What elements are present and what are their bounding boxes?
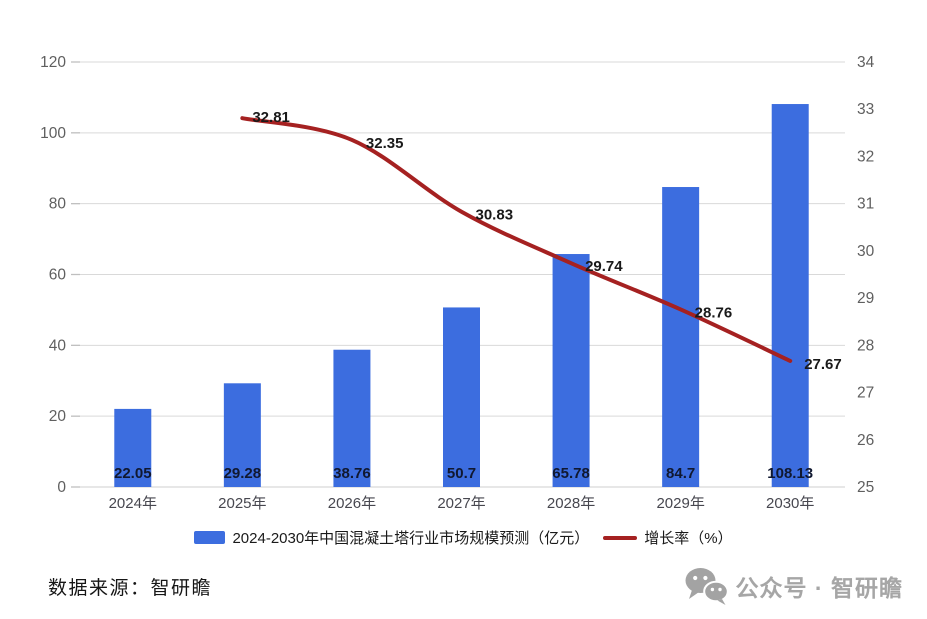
line-value-label: 29.74: [585, 258, 623, 275]
x-axis-category-label: 2029年: [656, 495, 704, 512]
combo-chart: 0 20 40 60 80 100 120 25 26 27 28 29 30 31 32 33 34 22.05…: [40, 54, 875, 512]
right-axis-tick-label: 30: [857, 243, 875, 260]
line-value-label: 32.81: [252, 109, 290, 126]
left-axis-tick-label: 40: [49, 337, 67, 354]
bar-value-label: 65.78: [552, 465, 590, 482]
line-value-label: 30.83: [476, 207, 514, 224]
left-axis-tick-label: 120: [40, 54, 66, 71]
legend-bar-swatch: [194, 531, 226, 544]
bar-value-label: 29.28: [224, 465, 262, 482]
bar: [443, 307, 480, 487]
right-axis-tick-label: 33: [857, 101, 874, 118]
legend-item-market-size: 2024-2030年中国混凝土塔行业市场规模预测（亿元）: [194, 527, 589, 548]
x-axis-category-label: 2028年: [547, 495, 595, 512]
right-axis-tick-label: 25: [857, 479, 874, 496]
legend-bar-label: 2024-2030年中国混凝土塔行业市场规模预测（亿元）: [232, 530, 590, 547]
x-axis-category-label: 2027年: [437, 495, 485, 512]
left-axis-tick-label: 80: [49, 196, 67, 213]
bar: [223, 383, 261, 487]
bar-value-label: 50.7: [447, 465, 476, 482]
left-axis-tick-label: 0: [57, 479, 66, 496]
left-axis-tick-label: 20: [49, 408, 67, 425]
bar-value-label: 84.7: [666, 465, 695, 482]
bar-value-label: 38.76: [333, 465, 371, 482]
right-axis-tick-label: 28: [857, 337, 874, 354]
footer: 数据来源：智研瞻 公众号 · 智研瞻: [48, 567, 903, 605]
right-axis-tick-label: 34: [857, 54, 875, 71]
bar: [114, 408, 152, 487]
legend-line-label: 增长率（%）: [644, 530, 733, 547]
x-axis-category-label: 2026年: [328, 495, 376, 512]
data-source-text: 数据来源：智研瞻: [48, 577, 213, 599]
right-axis-tick-label: 29: [857, 290, 874, 307]
chart-legend: 2024-2030年中国混凝土塔行业市场规模预测（亿元） 增长率（%）: [0, 527, 927, 548]
legend-item-growth-rate: 增长率（%）: [603, 527, 733, 548]
x-axis-category-label: 2025年: [218, 495, 266, 512]
growth-rate-line: [240, 116, 793, 363]
right-axis-tick-label: 26: [857, 432, 874, 449]
wechat-badge: 公众号 · 智研瞻: [684, 567, 903, 605]
x-axis-category-label: 2030年: [766, 495, 814, 512]
x-axis-category-label: 2024年: [109, 495, 157, 512]
right-axis-tick-label: 31: [857, 196, 874, 213]
bar: [662, 187, 700, 488]
right-axis-tick-label: 27: [857, 385, 874, 402]
right-axis-tick-label: 32: [857, 148, 874, 165]
bar: [552, 254, 590, 487]
left-axis-tick-label: 100: [40, 125, 66, 142]
line-value-label: 32.35: [366, 135, 404, 152]
legend-line-swatch: [603, 535, 638, 540]
wechat-account-text: 公众号 · 智研瞻: [735, 575, 903, 601]
line-value-label: 28.76: [695, 304, 733, 321]
left-axis-tick-label: 60: [49, 267, 67, 284]
bar-value-label: 108.13: [767, 465, 813, 482]
bar: [771, 104, 809, 487]
wechat-icon: [685, 568, 729, 605]
line-value-label: 27.67: [804, 356, 842, 373]
bar-value-label: 22.05: [114, 465, 152, 482]
bar: [333, 349, 371, 487]
